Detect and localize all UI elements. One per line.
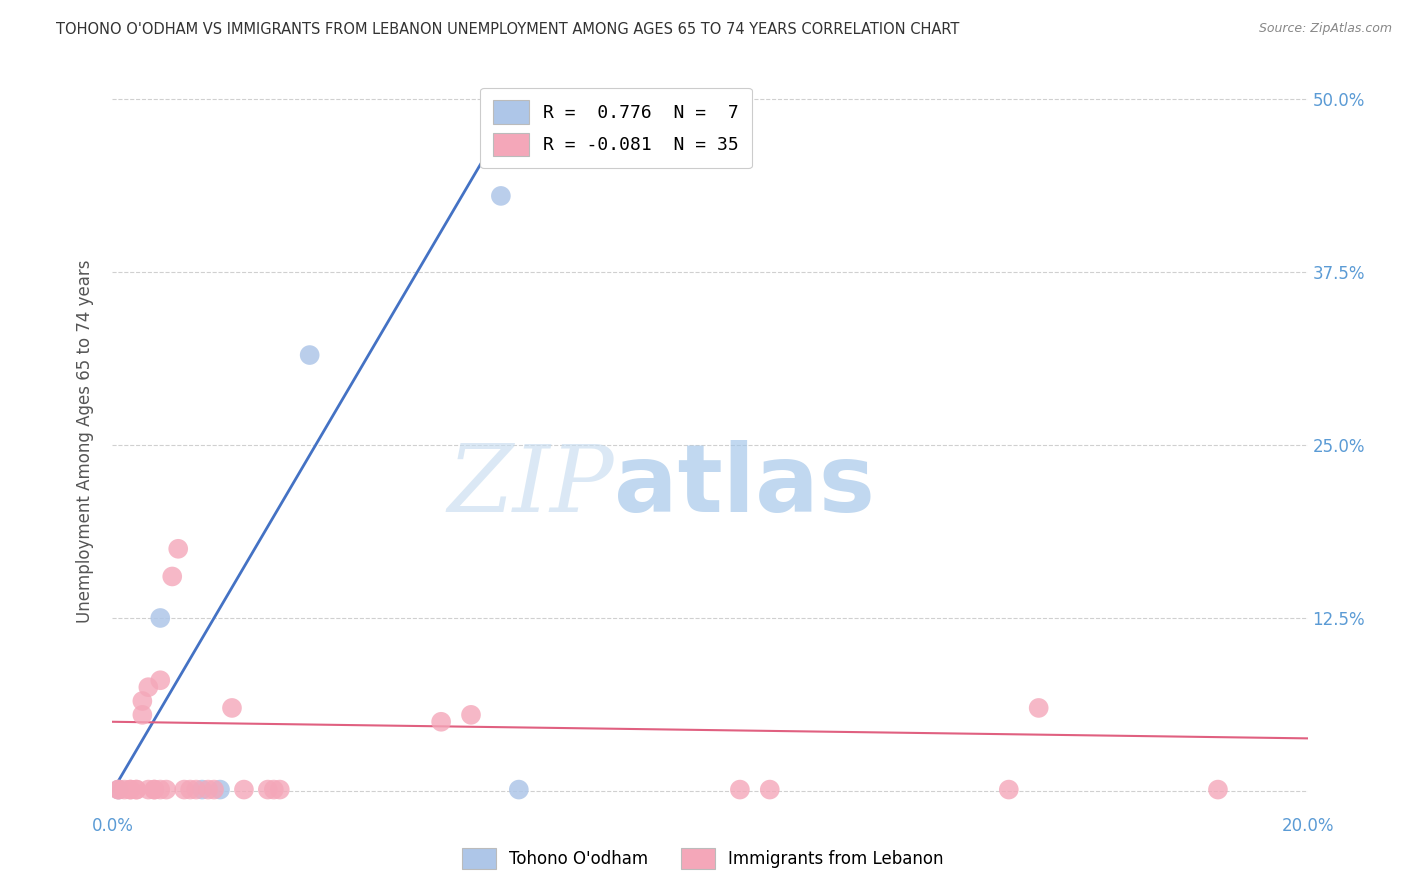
Point — [114, 782, 135, 797]
Point — [269, 782, 291, 797]
Text: TOHONO O'ODHAM VS IMMIGRANTS FROM LEBANON UNEMPLOYMENT AMONG AGES 65 TO 74 YEARS: TOHONO O'ODHAM VS IMMIGRANTS FROM LEBANO… — [56, 22, 960, 37]
Point — [998, 782, 1021, 797]
Point — [125, 782, 148, 797]
Legend: Tohono O'odham, Immigrants from Lebanon: Tohono O'odham, Immigrants from Lebanon — [453, 838, 953, 880]
Point — [197, 782, 219, 797]
Point — [173, 782, 195, 797]
Point — [263, 782, 285, 797]
Point — [162, 569, 183, 583]
Point — [233, 782, 256, 797]
Point — [759, 782, 782, 797]
Point — [489, 189, 512, 203]
Point — [131, 694, 153, 708]
Point — [1028, 701, 1050, 715]
Point — [131, 707, 153, 722]
Text: ZIP: ZIP — [447, 441, 614, 531]
Point — [143, 782, 166, 797]
Point — [149, 673, 172, 688]
Text: atlas: atlas — [614, 440, 876, 532]
Point — [107, 782, 129, 797]
Point — [728, 782, 751, 797]
Point — [508, 782, 530, 797]
Point — [143, 782, 166, 797]
Point — [149, 782, 172, 797]
Point — [202, 782, 225, 797]
Point — [120, 782, 142, 797]
Point — [209, 782, 232, 797]
Point — [298, 348, 321, 362]
Text: Source: ZipAtlas.com: Source: ZipAtlas.com — [1258, 22, 1392, 36]
Point — [186, 782, 208, 797]
Point — [149, 611, 172, 625]
Point — [138, 782, 160, 797]
Point — [138, 680, 160, 694]
Point — [120, 782, 142, 797]
Point — [430, 714, 453, 729]
Point — [167, 541, 190, 556]
Point — [155, 782, 177, 797]
Point — [107, 782, 129, 797]
Point — [107, 782, 129, 797]
Point — [257, 782, 280, 797]
Point — [460, 707, 482, 722]
Point — [1206, 782, 1229, 797]
Point — [221, 701, 243, 715]
Point — [125, 782, 148, 797]
Point — [179, 782, 201, 797]
Y-axis label: Unemployment Among Ages 65 to 74 years: Unemployment Among Ages 65 to 74 years — [76, 260, 94, 624]
Legend: R =  0.776  N =  7, R = -0.081  N = 35: R = 0.776 N = 7, R = -0.081 N = 35 — [479, 87, 752, 169]
Point — [191, 782, 214, 797]
